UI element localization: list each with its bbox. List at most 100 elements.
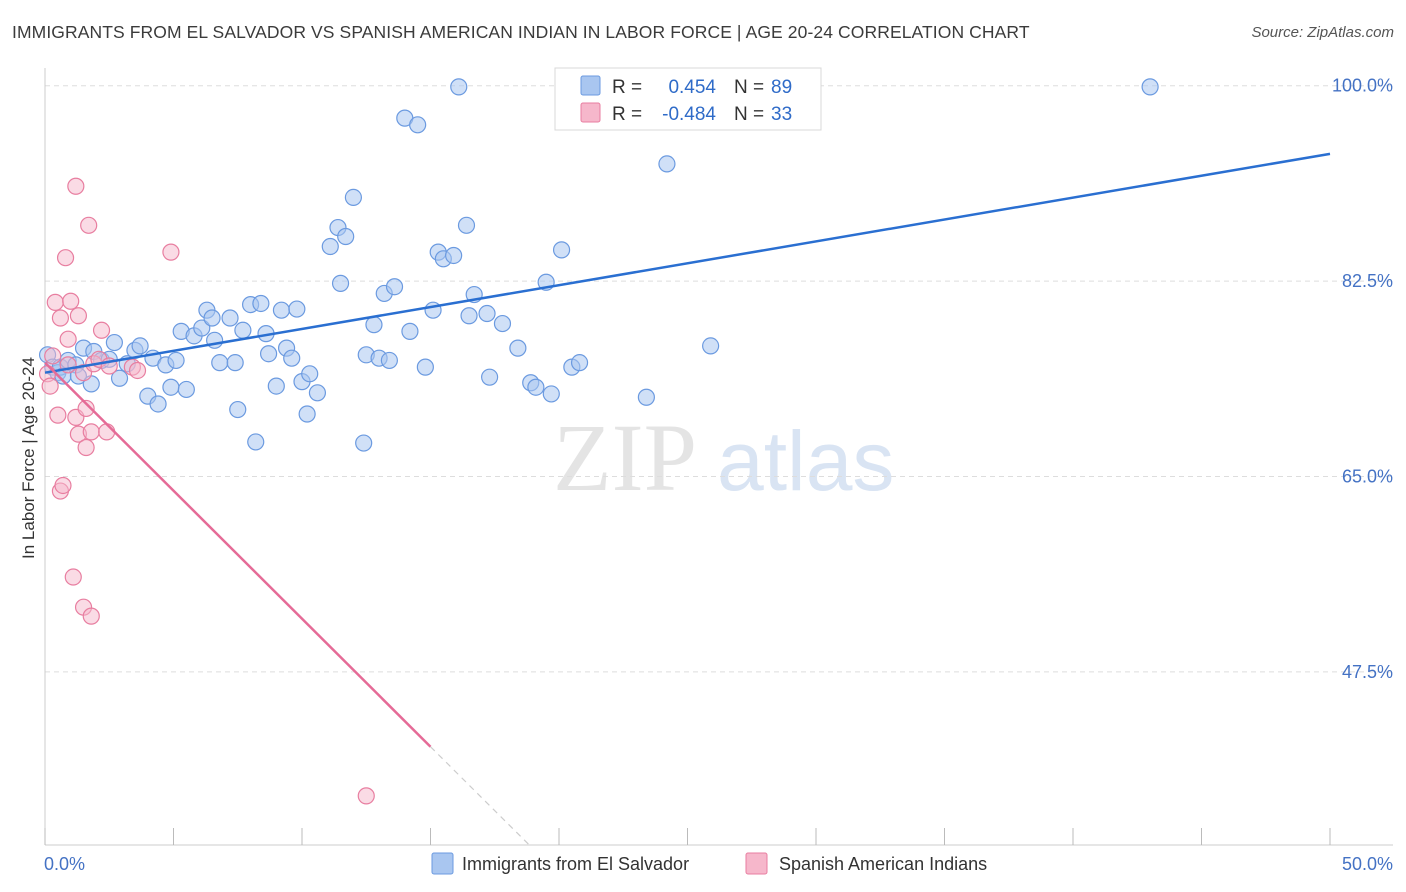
data-point-spanish-american-indian <box>82 607 100 625</box>
data-point-el-salvador <box>247 433 265 451</box>
y-tick-label: 47.5% <box>1342 662 1393 682</box>
data-point-el-salvador <box>308 384 327 402</box>
data-point-el-salvador <box>460 307 478 325</box>
data-point-el-salvador <box>385 278 404 296</box>
data-point-spanish-american-indian <box>128 361 147 380</box>
data-point-el-salvador <box>445 246 463 265</box>
data-point-el-salvador <box>105 333 123 352</box>
data-point-el-salvador <box>272 301 291 319</box>
trend-lines <box>44 152 1331 846</box>
data-point-el-salvador <box>344 188 362 207</box>
data-point-el-salvador <box>527 378 545 396</box>
legend-n-value-blue: 89 <box>771 77 792 98</box>
watermark-atlas: atlas <box>717 414 894 508</box>
legend-r-value-pink: -0.484 <box>662 104 716 125</box>
y-tick-labels: 47.5% 65.0% 82.5% 100.0% <box>1332 76 1393 682</box>
data-point-el-salvador <box>658 155 676 173</box>
watermark-zip: ZIP <box>553 404 697 511</box>
stats-legend: R = 0.454 N = 89 R = -0.484 N = 33 <box>554 67 822 131</box>
data-point-el-salvador <box>450 78 468 96</box>
data-point-el-salvador <box>702 337 720 355</box>
data-point-el-salvador <box>267 377 285 395</box>
legend-bottom-swatch-blue <box>431 852 454 875</box>
data-point-el-salvador <box>234 321 252 339</box>
data-point-el-salvador <box>259 345 278 363</box>
data-point-el-salvador <box>416 358 434 376</box>
data-point-el-salvador <box>509 339 527 357</box>
data-point-el-salvador <box>380 351 398 370</box>
data-point-spanish-american-indian <box>49 406 67 424</box>
data-point-el-salvador <box>331 274 350 292</box>
data-point-spanish-american-indian <box>77 399 95 418</box>
legend-series-name-pink: Spanish American Indians <box>779 854 987 874</box>
data-point-spanish-american-indian <box>67 177 85 195</box>
data-point-spanish-american-indian <box>82 423 100 441</box>
data-point-el-salvador <box>321 237 339 256</box>
data-point-el-salvador <box>167 351 185 370</box>
source-label: Source: ZipAtlas.com <box>1251 24 1394 41</box>
legend-series-name-blue: Immigrants from El Salvador <box>462 854 689 874</box>
data-point-el-salvador <box>552 241 571 259</box>
legend-n-label-blue: N = <box>734 77 764 98</box>
data-point-spanish-american-indian <box>51 309 70 327</box>
data-point-el-salvador <box>481 368 499 386</box>
data-point-el-salvador <box>298 405 316 423</box>
data-point-spanish-american-indian <box>98 423 116 441</box>
data-point-el-salvador <box>493 314 512 333</box>
trend-line-el-salvador <box>44 152 1331 374</box>
data-point-el-salvador <box>409 116 427 134</box>
data-point-el-salvador <box>193 319 211 337</box>
chart-title: IMMIGRANTS FROM EL SALVADOR VS SPANISH A… <box>12 22 1030 42</box>
legend-r-label-blue: R = <box>612 77 642 98</box>
data-point-spanish-american-indian <box>62 292 80 310</box>
y-tick-label: 82.5% <box>1342 271 1393 291</box>
data-point-el-salvador <box>337 227 355 246</box>
trend-line-extension-dashed <box>430 746 530 846</box>
data-point-spanish-american-indian <box>64 568 82 586</box>
data-point-spanish-american-indian <box>54 476 72 495</box>
series-el-salvador-points <box>38 78 1159 452</box>
data-point-spanish-american-indian <box>162 243 180 261</box>
data-point-el-salvador <box>401 322 419 340</box>
data-point-el-salvador <box>1141 78 1159 96</box>
legend-swatch-pink <box>580 102 601 123</box>
data-point-el-salvador <box>211 354 229 372</box>
data-point-spanish-american-indian <box>44 347 62 365</box>
data-point-el-salvador <box>542 385 560 403</box>
data-point-spanish-american-indian <box>92 321 111 339</box>
data-point-spanish-american-indian <box>357 787 375 805</box>
grid-lines <box>45 85 1393 673</box>
data-point-el-salvador <box>177 380 195 399</box>
data-point-el-salvador <box>478 304 496 323</box>
data-point-spanish-american-indian <box>69 307 88 325</box>
data-point-spanish-american-indian <box>59 330 77 348</box>
data-point-el-salvador <box>301 365 319 383</box>
data-point-spanish-american-indian <box>77 438 95 457</box>
y-tick-label: 100.0% <box>1332 76 1393 96</box>
legend-swatch-blue <box>580 75 601 96</box>
data-point-el-salvador <box>149 395 167 413</box>
data-point-el-salvador <box>110 369 129 387</box>
y-axis-label: In Labor Force | Age 20-24 <box>19 357 38 559</box>
data-point-el-salvador <box>226 354 244 372</box>
legend-r-label-pink: R = <box>612 104 642 125</box>
data-point-spanish-american-indian <box>46 293 64 311</box>
y-tick-label: 65.0% <box>1342 467 1393 487</box>
data-point-el-salvador <box>288 300 306 318</box>
data-point-el-salvador <box>637 388 655 406</box>
data-point-el-salvador <box>457 216 476 234</box>
series-spanish-american-indian-points <box>38 177 375 805</box>
series-legend: Immigrants from El Salvador Spanish Amer… <box>431 852 987 875</box>
data-point-spanish-american-indian <box>56 249 75 267</box>
data-point-el-salvador <box>365 316 383 334</box>
data-point-el-salvador <box>162 378 180 396</box>
legend-r-value-blue: 0.454 <box>668 77 716 98</box>
x-tick-label-min: 0.0% <box>44 854 85 874</box>
data-point-el-salvador <box>221 309 239 327</box>
x-axis-ticks <box>44 828 1331 845</box>
data-point-el-salvador <box>570 354 589 372</box>
legend-bottom-swatch-pink <box>745 852 768 875</box>
data-point-el-salvador <box>283 349 301 367</box>
legend-n-value-pink: 33 <box>771 104 792 125</box>
